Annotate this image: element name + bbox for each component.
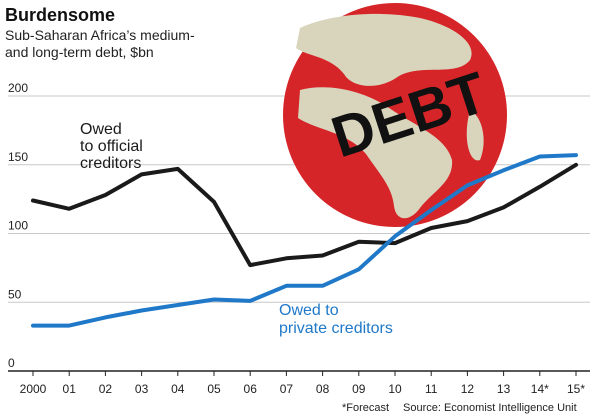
- series-label-official-line-1: Owed: [80, 121, 122, 138]
- chart-subtitle-line-2: and long-term debt, $bn: [5, 44, 154, 60]
- x-tick-label: 2000: [20, 382, 47, 396]
- chart-subtitle-line-1: Sub-Saharan Africa’s medium-: [5, 27, 195, 43]
- x-tick-label: 14*: [531, 382, 549, 396]
- y-tick-label: 150: [8, 150, 28, 164]
- series-line-0: [31, 162, 578, 268]
- series-label-official-line-3: creditors: [80, 155, 141, 172]
- y-tick-label: 100: [8, 219, 28, 233]
- footnote: *Forecast: [342, 402, 389, 414]
- x-tick-label: 01: [63, 382, 77, 396]
- y-tick-label: 200: [8, 81, 28, 95]
- x-tick-label: 04: [171, 382, 185, 396]
- debt-globe-icon: DEBT: [283, 3, 507, 227]
- x-tick-label: 02: [99, 382, 113, 396]
- x-tick-label: 03: [135, 382, 149, 396]
- x-tick-label: 12: [461, 382, 475, 396]
- chart-title: Burdensome: [5, 5, 115, 25]
- x-tick-labels: 2000 01 02 03 04 05 06 07 08 09 10 11 12 13 14* 15*: [20, 382, 586, 396]
- x-tick-label: 09: [352, 382, 366, 396]
- x-tick-label: 06: [244, 382, 258, 396]
- series-label-official-line-2: to official: [80, 138, 143, 155]
- series-line-1: [31, 153, 578, 328]
- x-tick-label: 05: [207, 382, 221, 396]
- series-label-private-line-1: Owed to: [279, 302, 339, 319]
- series-label-private-line-2: private creditors: [279, 320, 393, 337]
- x-tick-label: 07: [280, 382, 294, 396]
- series-lines: [31, 153, 578, 328]
- y-tick-labels: 0 50 100 150 200: [8, 81, 28, 370]
- x-tick-label: 13: [497, 382, 511, 396]
- y-tick-label: 50: [8, 287, 22, 301]
- x-tick-label: 10: [388, 382, 402, 396]
- y-tick-label: 0: [8, 356, 15, 370]
- x-tick-label: 11: [425, 382, 438, 396]
- x-tick-label: 15*: [567, 382, 585, 396]
- source: Source: Economist Intelligence Unit: [403, 402, 577, 414]
- x-tick-label: 08: [316, 382, 330, 396]
